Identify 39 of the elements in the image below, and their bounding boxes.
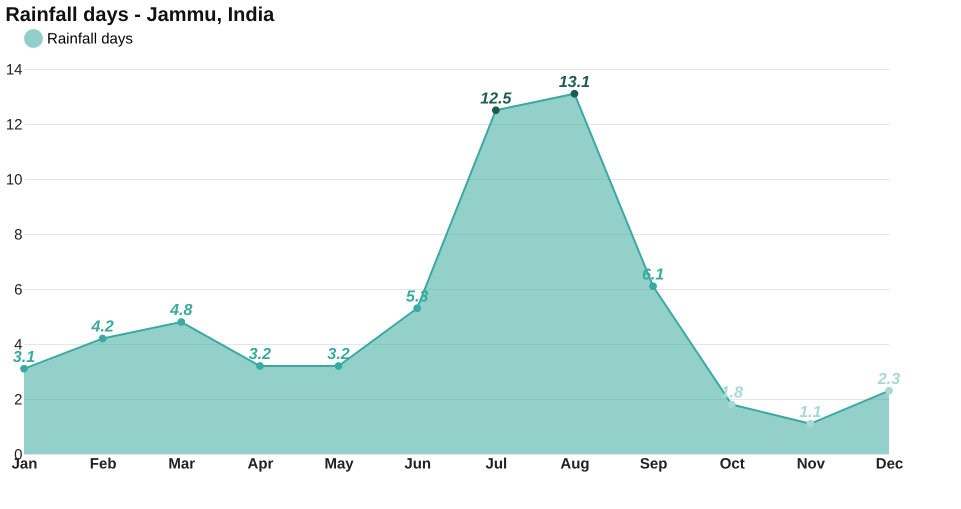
x-tick-label: May xyxy=(324,456,354,472)
point xyxy=(334,362,342,370)
y-tick-label: 6 xyxy=(14,282,22,298)
point xyxy=(98,334,107,342)
x-tick-label: Nov xyxy=(796,456,826,472)
point xyxy=(570,90,578,98)
y-tick-label: 8 xyxy=(14,226,22,244)
point xyxy=(728,400,736,408)
x-tick-label: Apr xyxy=(247,456,274,472)
point xyxy=(806,420,814,428)
legend-label: Rainfall days xyxy=(47,30,133,48)
chart-title: Rainfall days - Jammu, India xyxy=(5,4,276,26)
point xyxy=(256,362,264,370)
y-tick-label: 2 xyxy=(14,392,22,408)
x-tick-label: Sep xyxy=(640,456,668,472)
x-tick-label: Aug xyxy=(560,456,590,472)
data-label: 13.1 xyxy=(558,74,590,91)
point xyxy=(649,282,657,290)
x-tick-label: Mar xyxy=(168,456,196,472)
x-tick-label: Jul xyxy=(485,456,508,472)
y-tick-label: 14 xyxy=(6,62,22,78)
point xyxy=(20,364,28,373)
data-label: 4.8 xyxy=(169,302,192,319)
x-tick-label: Oct xyxy=(720,456,745,472)
data-label: 12.5 xyxy=(480,90,512,108)
point xyxy=(177,318,186,326)
x-tick-label: Jun xyxy=(404,456,432,472)
y-tick-label: 12 xyxy=(6,116,22,134)
x-tick-label: Dec xyxy=(876,456,904,472)
point xyxy=(492,106,500,114)
point xyxy=(885,386,893,395)
point xyxy=(413,304,422,312)
data-label: 4.2 xyxy=(90,318,114,336)
data-label: 1.1 xyxy=(799,404,822,421)
data-label: 3.2 xyxy=(327,346,350,363)
data-label: 2.3 xyxy=(876,370,900,388)
x-tick-label: Feb xyxy=(90,456,116,472)
y-tick-label: 10 xyxy=(6,172,22,188)
data-label: 3.2 xyxy=(248,346,272,363)
